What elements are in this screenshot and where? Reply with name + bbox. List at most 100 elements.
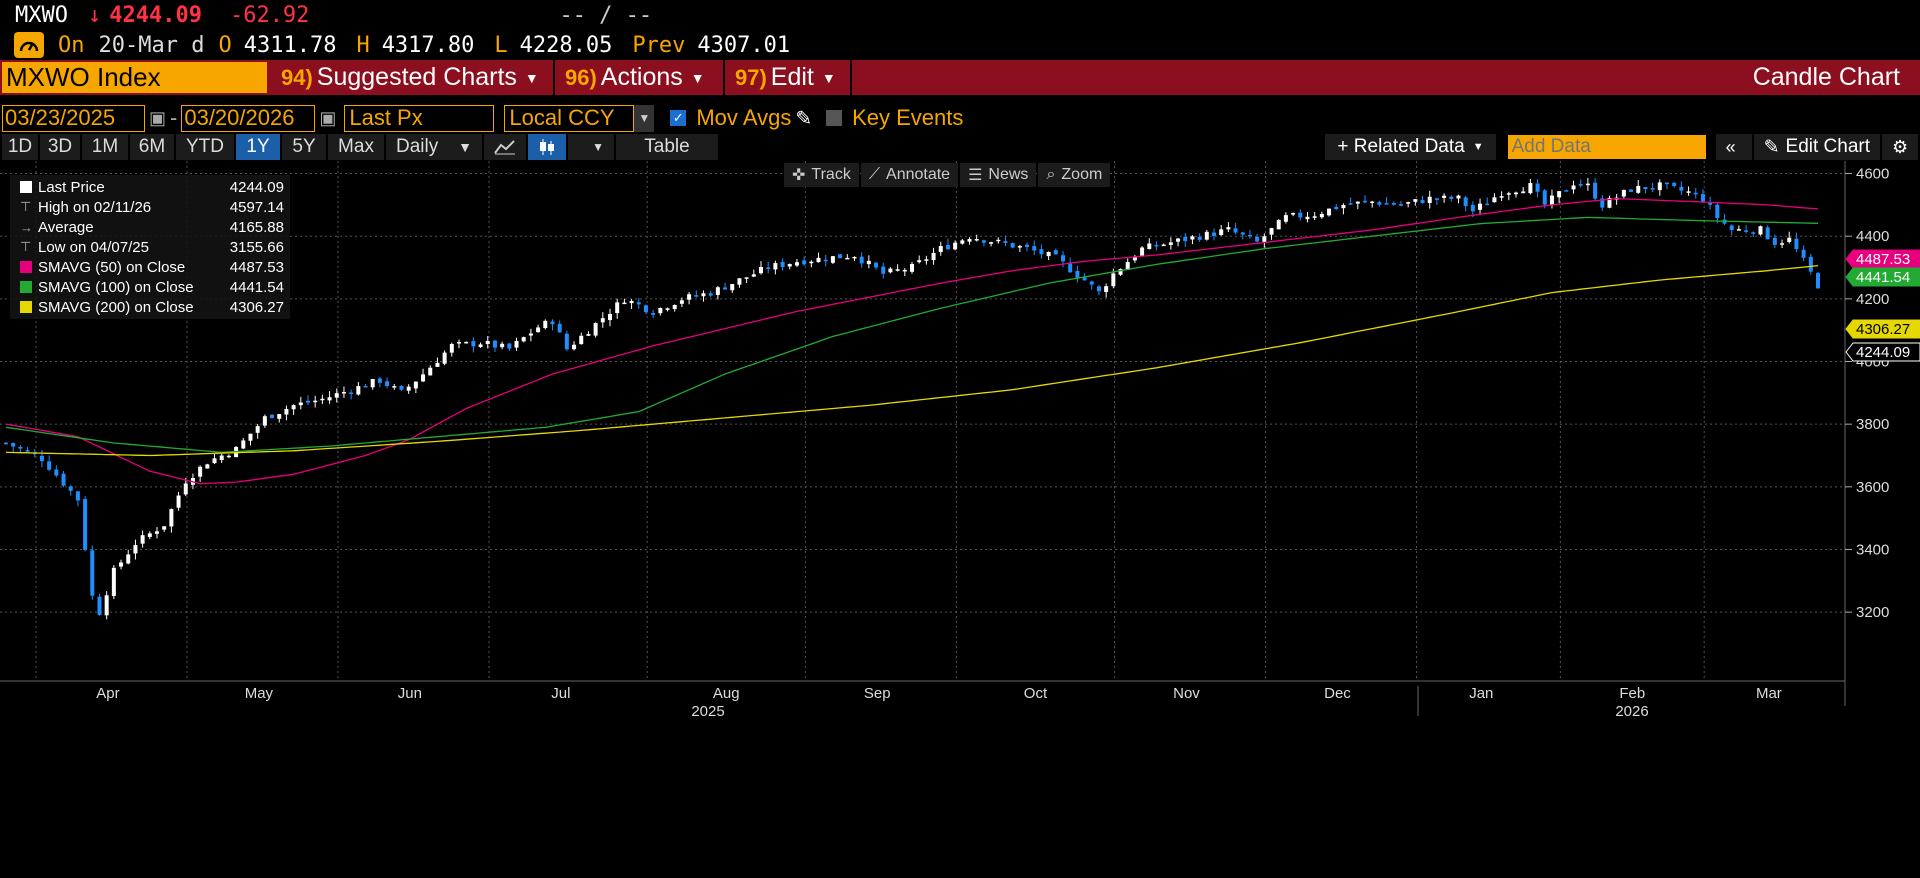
period-button-1y[interactable]: 1Y: [236, 134, 280, 160]
candle-body: [1679, 186, 1684, 191]
candle-body: [1816, 273, 1820, 289]
chart-toolbar: 1D 3D 1M 6M YTD 1Y 5Y Max Daily ▼ ▼ Table + Rela…: [0, 133, 1920, 161]
candle-body: [1111, 273, 1116, 287]
gear-icon[interactable]: ⚙: [1882, 134, 1918, 160]
candle-body: [413, 381, 418, 389]
candle-body: [730, 283, 735, 291]
x-month-label: Apr: [96, 685, 119, 702]
period-button-ytd[interactable]: YTD: [176, 134, 234, 160]
key-events-checkbox[interactable]: [826, 110, 843, 126]
currency-select[interactable]: Local CCY: [504, 104, 635, 132]
legend-row: ⊤ Low on 04/07/25 3155.66: [10, 237, 290, 257]
candle-body: [349, 392, 354, 395]
low-label: L: [494, 32, 508, 58]
candle-body: [1255, 236, 1260, 242]
actions-menu[interactable]: 96) Actions ▼: [555, 60, 725, 95]
candle-body: [1089, 281, 1094, 285]
calendar-icon[interactable]: ▣: [319, 107, 337, 128]
candle-body: [1377, 202, 1382, 205]
frequency-label: Daily: [396, 136, 439, 157]
candle-body: [960, 240, 965, 244]
candle-body: [996, 239, 1001, 242]
last-price: 4244.09: [109, 2, 202, 28]
start-date-input[interactable]: 03/23/2025: [2, 104, 145, 132]
mov-avgs-checkbox[interactable]: ✓: [670, 110, 687, 126]
legend-label: SMAVG (200) on Close: [38, 298, 194, 316]
candle-body: [550, 321, 555, 325]
table-button[interactable]: Table: [616, 134, 718, 160]
candle-body: [910, 263, 914, 272]
edit-chart-button[interactable]: ✎ Edit Chart: [1753, 134, 1880, 160]
x-month-label: May: [245, 685, 274, 702]
security-field[interactable]: MXWO Index: [2, 62, 267, 93]
candle-body: [1751, 232, 1756, 234]
edit-menu[interactable]: 97) Edit ▼: [725, 60, 852, 95]
x-axis: Apr May Jun Jul Aug Sep Oct Nov Dec Jan Feb Mar 2025…: [0, 680, 1845, 720]
candle-body: [1075, 270, 1080, 278]
related-data-button[interactable]: + Related Data ▼: [1325, 134, 1496, 160]
period-button-5y[interactable]: 5Y: [282, 134, 326, 160]
x-month-label: Jun: [398, 685, 422, 702]
candle-body: [773, 263, 778, 270]
mov-avgs-label[interactable]: Mov Avgs: [696, 105, 792, 130]
suggested-charts-menu[interactable]: 94) Suggested Charts ▼: [275, 60, 555, 95]
collapse-icon[interactable]: «: [1715, 134, 1752, 160]
candle-body: [1765, 227, 1770, 240]
legend-label: Last Price: [38, 178, 105, 196]
period-button-3d[interactable]: 3D: [40, 134, 80, 160]
candle-chart-icon[interactable]: [528, 134, 566, 160]
candle-body: [521, 337, 526, 342]
candle-body: [277, 414, 282, 419]
add-data-input[interactable]: [1507, 135, 1706, 159]
x-year-label: 2025: [691, 703, 724, 720]
key-events-label[interactable]: Key Events: [852, 105, 964, 130]
period-button-6m[interactable]: 6M: [130, 134, 174, 160]
chart-legend: Last Price 4244.09 ⊤ High on 02/11/26 4597.1…: [10, 175, 290, 319]
end-date-input[interactable]: 03/20/2026: [181, 104, 316, 132]
candle-body: [1413, 199, 1418, 202]
average-icon: →: [20, 219, 33, 235]
y-tick-label: 4600: [1856, 166, 1889, 183]
tool-zoom[interactable]: ⌕ Zoom: [1038, 163, 1111, 187]
tool-track[interactable]: ✜ Track: [784, 163, 859, 187]
caret-down-icon[interactable]: ▼: [634, 104, 655, 132]
candle-chart[interactable]: 320034003600380040004200440046004487.534…: [0, 161, 1920, 878]
candle-body: [507, 343, 512, 349]
pencil-icon[interactable]: ✎: [795, 107, 813, 130]
candle-body: [320, 398, 325, 401]
candle-body: [241, 440, 246, 449]
prev-value: 4307.01: [697, 32, 791, 58]
candle-body: [708, 293, 713, 296]
candle-body: [1132, 257, 1137, 261]
legend-value: 3155.66: [229, 238, 284, 256]
tool-annotate[interactable]: ⟋ Annotate: [860, 163, 959, 187]
caret-down-icon: ▼: [821, 69, 836, 86]
candle-body: [68, 486, 73, 491]
candle-body: [1506, 193, 1511, 195]
tool-news[interactable]: ☰ News: [960, 163, 1037, 187]
crosshair-icon: ✜: [792, 167, 806, 184]
candle-body: [715, 287, 720, 295]
frequency-select[interactable]: Daily ▼: [386, 134, 482, 160]
candle-body: [1247, 234, 1252, 237]
x-month-label: Jan: [1469, 685, 1493, 702]
chart-style-dropdown[interactable]: ▼: [568, 134, 614, 160]
y-tick-label: 4200: [1856, 291, 1889, 308]
candle-body: [802, 260, 807, 265]
candle-body: [140, 535, 145, 544]
calendar-icon[interactable]: ▣: [149, 107, 167, 128]
caret-down-icon: ▼: [524, 69, 539, 86]
candle-body: [1801, 249, 1806, 258]
line-chart-icon[interactable]: [484, 134, 526, 160]
period-button-max[interactable]: Max: [328, 134, 384, 160]
candle-body: [406, 386, 411, 391]
period-button-1m[interactable]: 1M: [82, 134, 128, 160]
menu-number: 97): [735, 64, 767, 90]
field-select[interactable]: Last Px: [344, 104, 495, 132]
candle-body: [1693, 192, 1698, 195]
pencil-icon: ✎: [1763, 136, 1780, 158]
candle-body: [1434, 198, 1439, 200]
candle-body: [1010, 243, 1015, 248]
period-button-1d[interactable]: 1D: [2, 134, 38, 160]
candle-body: [442, 352, 447, 364]
